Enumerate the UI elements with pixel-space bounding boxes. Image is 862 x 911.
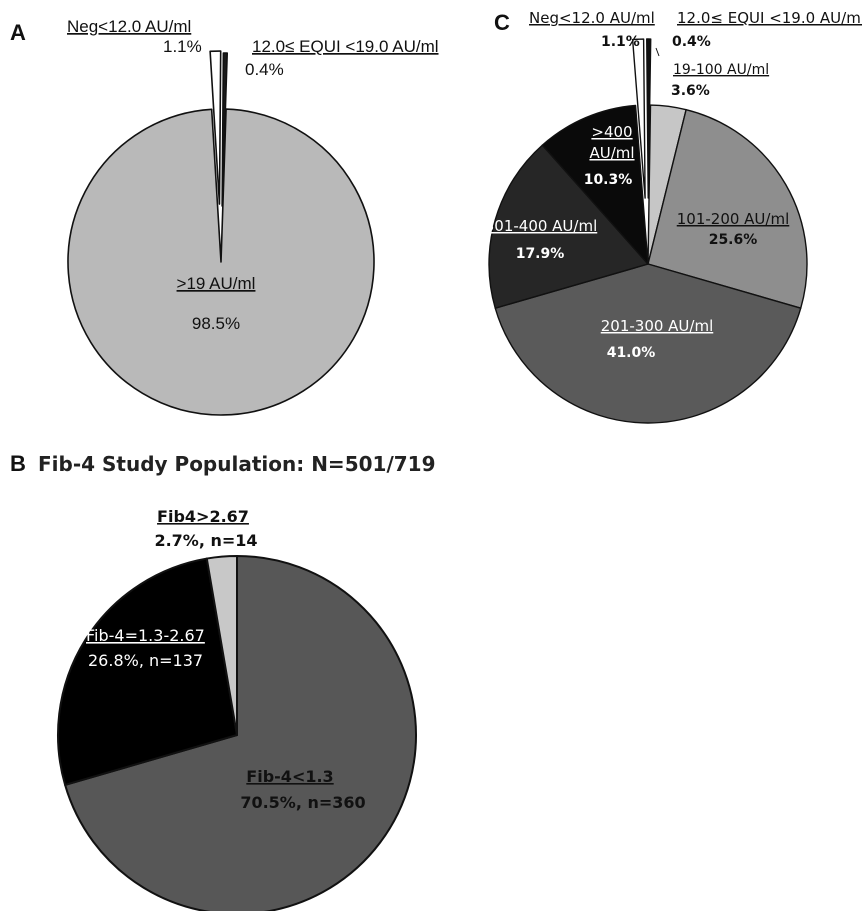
pie-a-label-19-au-ml: >19 AU/ml	[177, 274, 256, 293]
panel-letter-c: C	[494, 10, 510, 35]
pie-b-slice-fib-4-1-3-2-67	[57, 557, 238, 786]
pie-b-label-fib-4-1-3: Fib-4<1.3	[246, 767, 333, 786]
pie-b-label-fib4-2-67: Fib4>2.67	[157, 507, 249, 526]
pie-b-slice-fib4-2-67	[205, 555, 238, 736]
pie-b-label-fib-4-1-3-2-67: Fib-4=1.3-2.67	[86, 626, 205, 645]
pie-a-value-19-au-ml: 98.5%	[192, 314, 240, 333]
pie-chart-a: Neg<12.0 AU/ml1.1% 12.0≤ EQUI <19.0 AU/ml…	[67, 17, 439, 416]
pie-chart-b: Fib-4<1.3 70.5%, n=360 Fib-4=1.3-2.67 26.8%…	[57, 507, 417, 911]
pie-c-slice-neg-12-0-au-ml	[631, 38, 646, 199]
panel-letter-b: B	[10, 451, 26, 476]
pie-c-slice-400-au-ml	[541, 104, 649, 265]
pie-c-value-301-400-au-ml: 17.9%	[516, 246, 565, 262]
pie-a-slice-neg-12-0-au-ml	[209, 50, 222, 205]
pie-c-label-400-au-ml: >400 AU/ml	[589, 123, 634, 162]
pie-a-value-neg-12-0-au-ml: 1.1%	[163, 37, 202, 56]
pie-chart-c: Neg<12.0 AU/ml 1.1% 12.0≤ EQUI <19.0 AU/ml…	[485, 9, 862, 424]
panel-letter-a: A	[10, 20, 26, 45]
pie-b-value-fib4-2-67: 2.7%, n=14	[154, 531, 257, 550]
pie-c-label-101-200-au-ml: 101-200 AU/ml	[677, 210, 790, 228]
pie-c-slice-101-200-au-ml	[647, 108, 808, 309]
pie-b-value-fib-4-1-3: 70.5%, n=360	[240, 793, 365, 812]
pie-c-label-neg-12-0-au-ml: Neg<12.0 AU/ml	[529, 9, 655, 27]
pie-c-label-301-400-au-ml: 301-400 AU/ml	[485, 217, 598, 235]
pie-c-slice-201-300-au-ml	[494, 263, 802, 424]
pie-a-label-neg-12-0-au-ml: Neg<12.0 AU/ml	[67, 17, 191, 36]
pie-c-leader-line	[655, 47, 660, 57]
pie-c-value-19-100-au-ml: 3.6%	[671, 83, 710, 99]
pie-a-slice-19-au-ml	[67, 108, 375, 416]
panel-b-title: Fib-4 Study Population: N=501/719	[38, 452, 436, 476]
pie-c-label-19-100-au-ml: 19-100 AU/ml	[673, 62, 769, 78]
pie-c-slice-301-400-au-ml	[488, 144, 649, 309]
pie-c-label-201-300-au-ml: 201-300 AU/ml	[601, 317, 714, 335]
pie-a-label-12-0-equi-19-0-au-ml: 12.0≤ EQUI <19.0 AU/ml	[252, 37, 439, 56]
pie-c-value-101-200-au-ml: 25.6%	[709, 232, 758, 248]
pie-c-value-neg-12-0-au-ml: 1.1%	[601, 34, 640, 50]
pie-b-value-fib-4-1-3-2-67: 26.8%, n=137	[88, 651, 203, 670]
pie-b-slice-fib-4-1-3	[64, 555, 417, 911]
pie-c-slice-12-0-equi-19-0-au-ml	[646, 38, 652, 199]
pie-a-value-12-0-equi-19-0-au-ml: 0.4%	[245, 60, 284, 79]
pie-c-value-400-au-ml: 10.3%	[584, 172, 633, 188]
pie-c-label-12-0-equi-19-0-au-ml: 12.0≤ EQUI <19.0 AU/ml	[677, 9, 862, 27]
pie-c-value-12-0-equi-19-0-au-ml: 0.4%	[672, 34, 711, 50]
pie-c-value-201-300-au-ml: 41.0%	[607, 345, 656, 361]
